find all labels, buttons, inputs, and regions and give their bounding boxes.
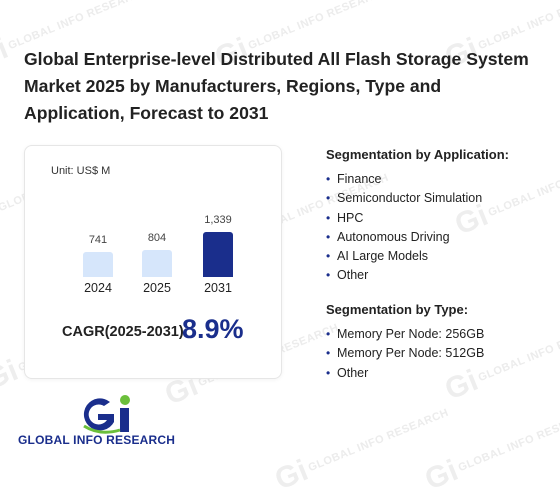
data-label: 1,339: [204, 214, 232, 226]
application-heading: Segmentation by Application:: [326, 147, 509, 162]
x-tick-label: 2024: [84, 281, 112, 295]
logo-text: GLOBAL INFO RESEARCH: [18, 433, 176, 447]
list-item: Memory Per Node: 512GB: [326, 344, 484, 364]
list-item: Other: [326, 364, 484, 384]
list-item: Memory Per Node: 256GB: [326, 325, 484, 345]
list-item: Autonomous Driving: [326, 228, 482, 248]
cagr-label: CAGR(2025-2031):: [62, 324, 189, 340]
chart-bar: [83, 252, 113, 277]
data-label: 804: [147, 232, 167, 244]
type-list: Memory Per Node: 256GB Memory Per Node: …: [326, 325, 484, 383]
logo-icon: [83, 395, 130, 434]
list-item: Semiconductor Simulation: [326, 189, 482, 209]
cagr-value: 8.9%: [182, 314, 244, 344]
x-tick-label: 2031: [204, 281, 232, 295]
data-label: 741: [88, 234, 108, 246]
chart-bar: [142, 250, 172, 277]
list-item: HPC: [326, 209, 482, 229]
chart-bar: [203, 232, 233, 277]
x-tick-label: 2025: [143, 281, 171, 295]
unit-label: Unit: US$ M: [51, 165, 111, 177]
page-title: Global Enterprise-level Distributed All …: [24, 49, 529, 123]
list-item: Other: [326, 266, 482, 286]
chart-card: Unit: US$ M 741 2024 804 2025 1,339 2031 CAGR…: [24, 145, 282, 379]
type-heading: Segmentation by Type:: [326, 302, 469, 317]
list-item: Finance: [326, 170, 482, 190]
list-item: AI Large Models: [326, 247, 482, 267]
company-logo: GLOBAL INFO RESEARCH: [18, 392, 193, 452]
application-list: Finance Semiconductor Simulation HPC Aut…: [326, 170, 482, 286]
